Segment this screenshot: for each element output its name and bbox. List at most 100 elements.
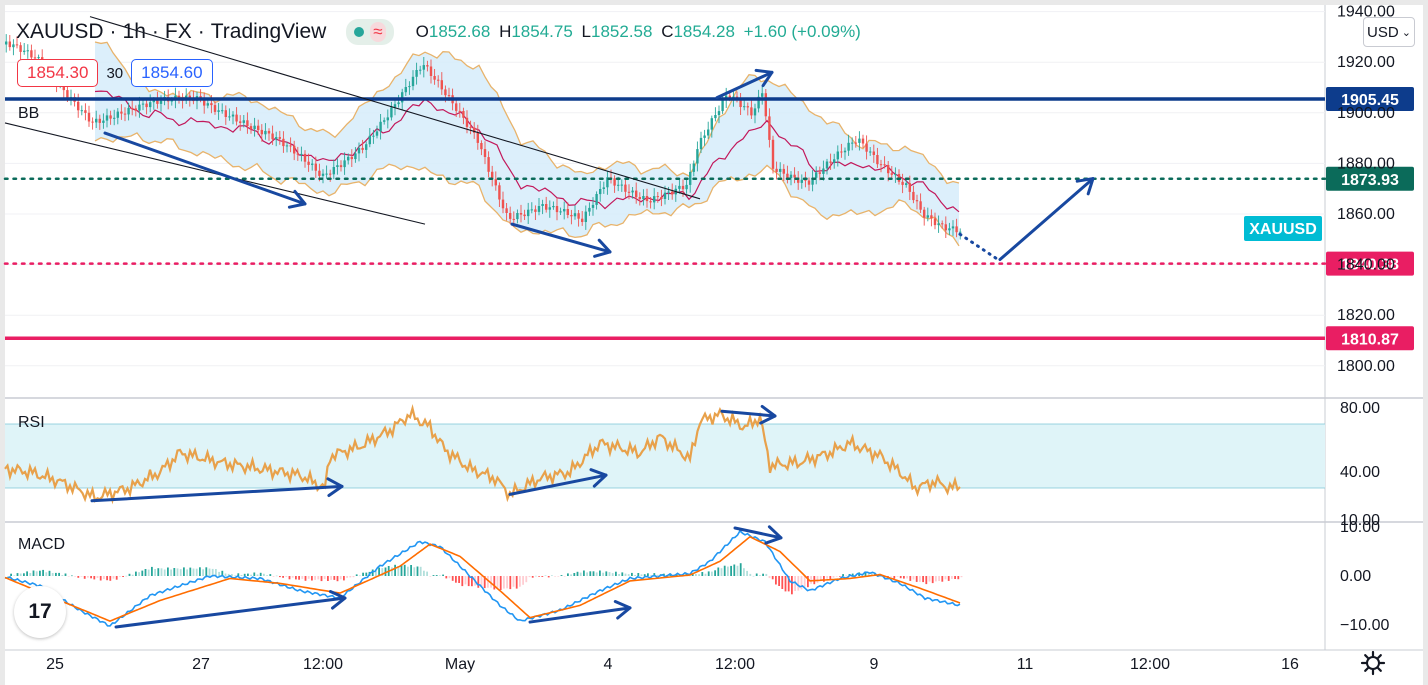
- annotation-arrow[interactable]: [720, 404, 777, 425]
- arrow-head[interactable]: [287, 189, 307, 209]
- macd-histogram-bar: [800, 576, 803, 590]
- candle: [285, 142, 289, 153]
- macd-histogram-bar: [343, 576, 345, 581]
- candle-body: [584, 211, 587, 222]
- candle-body: [365, 144, 368, 150]
- arrow-shaft[interactable]: [733, 526, 783, 540]
- sell-price-button[interactable]: 1854.30: [17, 59, 99, 87]
- macd-histogram-bar: [183, 567, 185, 576]
- price-level-label: 1873.93: [1341, 172, 1399, 189]
- annotation-arrow[interactable]: [114, 590, 347, 629]
- symbol-name[interactable]: XAUUSD: [16, 20, 104, 43]
- arrow-head[interactable]: [1075, 177, 1095, 196]
- annotation-arrow[interactable]: [733, 525, 783, 545]
- candle: [300, 146, 303, 162]
- price-axis-tick-label: 1880.00: [1337, 155, 1395, 172]
- arrow-shaft[interactable]: [998, 177, 1095, 262]
- candle-body: [224, 110, 227, 117]
- macd-histogram-bar: [496, 576, 499, 588]
- candle-body: [617, 184, 620, 186]
- macd-histogram-bar: [355, 574, 358, 576]
- candle-body: [339, 165, 343, 168]
- bb-fill: [95, 42, 959, 246]
- annotation-arrow[interactable]: [958, 232, 1000, 262]
- arrow-shaft[interactable]: [720, 409, 777, 418]
- arrow-head[interactable]: [326, 477, 344, 497]
- interval[interactable]: 1h: [122, 20, 146, 43]
- macd-histogram-bar: [624, 573, 627, 576]
- candle: [123, 107, 127, 122]
- arrow-head[interactable]: [764, 525, 783, 545]
- annotation-arrow[interactable]: [508, 468, 608, 496]
- candle-body: [926, 215, 929, 218]
- candle-body: [314, 163, 317, 171]
- drawings[interactable]: [4, 16, 1095, 629]
- arrow-shaft[interactable]: [103, 131, 307, 206]
- arrow-shaft[interactable]: [90, 484, 344, 503]
- candle-body: [840, 151, 843, 153]
- arrow-head[interactable]: [589, 468, 608, 488]
- separator-dot: ·: [197, 20, 205, 43]
- arrow-head[interactable]: [328, 590, 347, 610]
- arrow-shaft[interactable]: [508, 473, 608, 496]
- arrow-head[interactable]: [613, 600, 632, 620]
- buy-price-button[interactable]: 1854.60: [131, 59, 213, 87]
- arrow-head[interactable]: [593, 238, 612, 258]
- arrow-shaft[interactable]: [528, 606, 632, 624]
- bb-basis-line: [94, 90, 960, 213]
- candle: [368, 128, 371, 148]
- arrow-shaft[interactable]: [510, 222, 612, 254]
- arrow-head[interactable]: [759, 404, 777, 425]
- candle-body: [804, 179, 807, 181]
- rsi-indicator-label[interactable]: RSI: [18, 414, 45, 431]
- time-axis-background: [5, 650, 1423, 685]
- candle-body: [865, 143, 868, 152]
- macd-histogram-bar: [298, 576, 300, 580]
- candle: [717, 105, 721, 124]
- annotation-arrow[interactable]: [998, 177, 1095, 262]
- candle: [750, 99, 753, 119]
- candle: [890, 166, 893, 178]
- macd-histogram-bar: [314, 576, 316, 580]
- candle-body: [23, 50, 26, 52]
- candle-body: [653, 196, 656, 203]
- macd-histogram-bar: [397, 566, 400, 576]
- candle: [278, 130, 281, 145]
- candle-body: [465, 117, 469, 127]
- market-status-badge[interactable]: ≈: [346, 19, 394, 45]
- candle: [19, 42, 22, 60]
- annotation-arrow[interactable]: [715, 68, 774, 100]
- annotation-arrow[interactable]: [510, 222, 612, 258]
- annotation-arrow[interactable]: [103, 131, 307, 209]
- candle: [289, 137, 292, 153]
- candle: [437, 75, 440, 88]
- annotation-arrow[interactable]: [90, 477, 344, 503]
- bb-indicator-label[interactable]: BB: [18, 105, 40, 122]
- macd-histogram-bar: [490, 576, 492, 588]
- macd-histogram-bar: [915, 576, 918, 582]
- macd-histogram-bar: [579, 572, 582, 576]
- candle-body: [919, 201, 922, 210]
- macd-histogram-bar: [423, 570, 425, 576]
- candle-body: [728, 95, 731, 99]
- candle-body: [447, 95, 451, 97]
- candle: [951, 220, 955, 236]
- arrow-shaft[interactable]: [114, 596, 347, 629]
- macd-histogram-bar: [867, 572, 870, 576]
- currency-select[interactable]: USD ⌄: [1363, 17, 1415, 47]
- arrow-shaft[interactable]: [958, 232, 1000, 262]
- candle: [851, 137, 854, 151]
- candle: [775, 161, 778, 180]
- arrow-shaft[interactable]: [715, 70, 774, 100]
- candle: [95, 110, 98, 128]
- annotation-arrow[interactable]: [528, 600, 632, 624]
- candle-body: [689, 171, 692, 185]
- candle: [30, 44, 33, 60]
- candle: [383, 117, 386, 125]
- trend-channel-line[interactable]: [89, 16, 701, 200]
- macd-indicator-label[interactable]: MACD: [18, 536, 66, 553]
- gear-icon[interactable]: [1360, 650, 1386, 676]
- tradingview-logo[interactable]: 17: [14, 586, 66, 638]
- arrow-head[interactable]: [754, 68, 774, 88]
